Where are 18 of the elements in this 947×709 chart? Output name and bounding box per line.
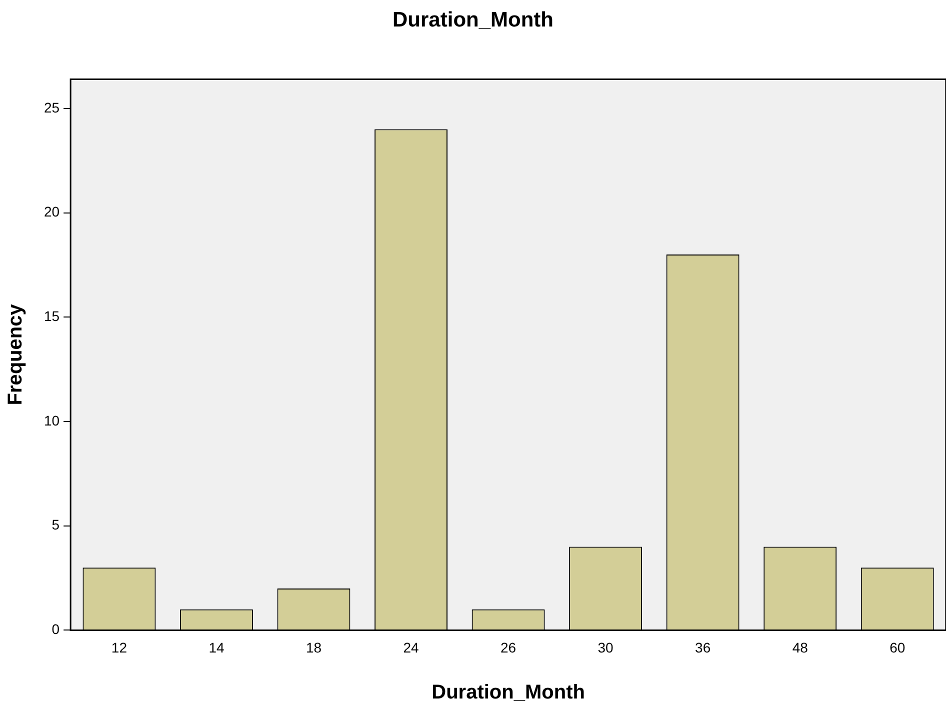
x-tick-label: 12 xyxy=(111,639,128,656)
y-tick-label: 15 xyxy=(44,308,60,324)
y-axis-title: Frequency xyxy=(4,303,27,406)
y-tick-label: 0 xyxy=(52,621,60,638)
x-tick-label: 60 xyxy=(890,639,906,656)
x-tick-label: 18 xyxy=(306,639,322,656)
chart-title: Duration_Month xyxy=(392,8,554,32)
y-tick-label: 5 xyxy=(52,516,60,533)
x-tick-label: 30 xyxy=(598,639,614,656)
x-tick-label: 14 xyxy=(208,639,224,656)
x-axis-title: Duration_Month xyxy=(432,682,585,704)
y-tick-label: 10 xyxy=(44,412,60,428)
x-tick-label: 26 xyxy=(500,639,516,656)
y-tick-label: 20 xyxy=(44,204,60,220)
y-tick-label: 25 xyxy=(44,99,60,116)
x-tick-label: 48 xyxy=(792,639,808,656)
x-tick-label: 24 xyxy=(403,639,420,656)
x-tick-label: 36 xyxy=(695,639,711,656)
